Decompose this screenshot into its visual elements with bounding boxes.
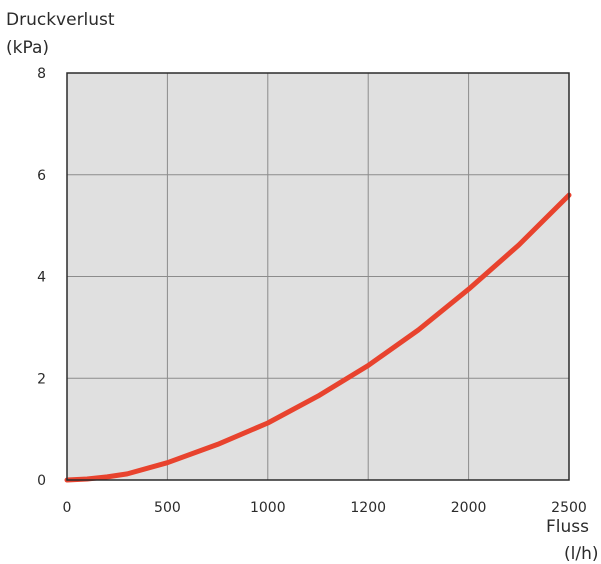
y-tick-label: 8	[37, 66, 46, 82]
tick-labels: 0 500 1000 1200 2000 2500 0 2 4 6 8	[37, 66, 587, 516]
x-tick-label: 0	[63, 500, 72, 516]
grid-lines	[67, 73, 569, 480]
x-axis-label-line-2: (l/h)	[564, 544, 599, 564]
x-tick-label: 1000	[250, 500, 286, 516]
y-tick-label: 6	[37, 168, 46, 184]
y-tick-label: 4	[37, 270, 46, 286]
x-tick-label: 500	[154, 500, 181, 516]
plot-frame	[66, 72, 570, 481]
y-axis-label-line-2: (kPa)	[6, 38, 50, 58]
y-tick-label: 2	[37, 371, 46, 387]
x-tick-label: 2000	[451, 500, 487, 516]
y-axis-label-line-1: Druckverlust	[6, 10, 115, 30]
x-tick-label: 2500	[551, 500, 587, 516]
y-tick-label: 0	[37, 473, 46, 489]
x-tick-label: 1200	[350, 500, 386, 516]
series-line	[64, 192, 572, 483]
x-axis-label-line-1: Fluss	[546, 517, 589, 537]
